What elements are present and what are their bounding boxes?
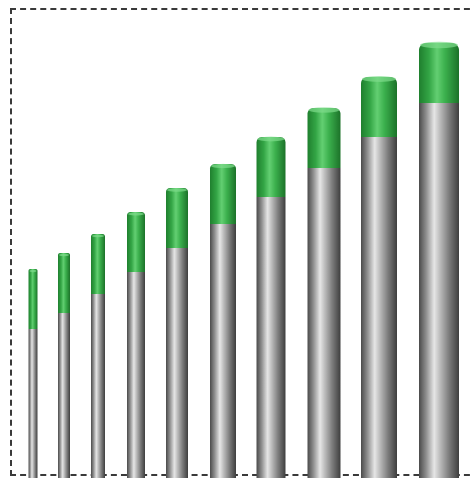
green-tip	[166, 188, 188, 248]
metal-shaft	[210, 221, 236, 478]
green-tip-edge	[127, 268, 145, 272]
green-tip	[256, 137, 286, 197]
green-tip-edge	[256, 191, 286, 197]
green-tip-edge	[91, 291, 105, 294]
tip-highlight	[362, 76, 396, 82]
dashed-frame	[10, 8, 474, 476]
metal-shaft	[127, 269, 145, 478]
electrode-rod-7	[256, 136, 286, 478]
metal-shaft	[256, 194, 286, 478]
green-tip	[28, 269, 38, 329]
electrode-rod-3	[91, 234, 105, 478]
green-tip-edge	[210, 219, 236, 224]
electrode-rod-10	[419, 41, 459, 478]
metal-shaft	[166, 245, 188, 478]
metal-shaft	[91, 291, 105, 478]
tip-highlight	[257, 136, 285, 142]
electrode-rod-5	[166, 188, 188, 478]
green-tip	[419, 43, 459, 103]
tip-highlight	[128, 212, 144, 216]
green-tip	[58, 253, 70, 313]
metal-shaft	[307, 165, 341, 478]
tip-highlight	[29, 269, 37, 273]
green-tip-edge	[419, 95, 459, 103]
metal-shaft	[361, 134, 397, 478]
tip-highlight	[308, 107, 340, 113]
electrode-rod-1	[28, 269, 38, 478]
electrode-rod-2	[58, 253, 70, 478]
green-tip	[361, 77, 397, 137]
metal-shaft	[58, 310, 70, 478]
metal-shaft	[419, 100, 459, 478]
electrode-rod-4	[127, 212, 145, 478]
green-tip	[307, 108, 341, 168]
tip-highlight	[167, 188, 187, 192]
green-tip-edge	[58, 310, 70, 313]
tip-highlight	[59, 253, 69, 257]
tip-highlight	[92, 234, 104, 238]
green-tip	[127, 212, 145, 272]
electrode-rod-6	[210, 163, 236, 478]
tip-highlight	[211, 163, 235, 169]
green-tip	[91, 234, 105, 294]
electrode-rod-8	[307, 107, 341, 478]
green-tip	[210, 164, 236, 224]
green-tip-edge	[361, 130, 397, 137]
electrode-rod-9	[361, 76, 397, 478]
green-tip-edge	[28, 327, 38, 329]
green-tip-edge	[166, 244, 188, 248]
tip-highlight	[420, 41, 458, 49]
metal-shaft	[28, 326, 38, 478]
green-tip-edge	[307, 162, 341, 168]
